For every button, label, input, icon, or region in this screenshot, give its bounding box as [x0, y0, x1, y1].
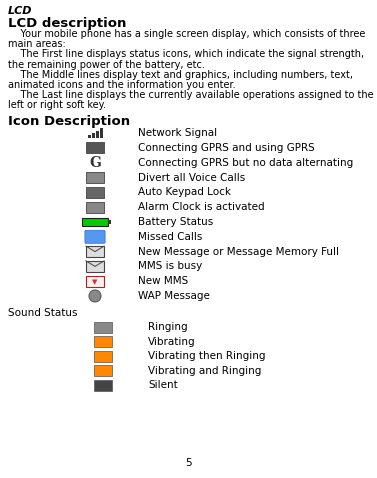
Text: Auto Keypad Lock: Auto Keypad Lock [138, 187, 231, 197]
Text: The Middle lines display text and graphics, including numbers, text,: The Middle lines display text and graphi… [8, 70, 353, 80]
Text: WAP Message: WAP Message [138, 291, 210, 301]
FancyBboxPatch shape [86, 276, 104, 287]
Text: New MMS: New MMS [138, 276, 188, 286]
Bar [100, 128, 103, 138]
Text: the remaining power of the battery, etc.: the remaining power of the battery, etc. [8, 60, 205, 70]
Text: MMS is busy: MMS is busy [138, 261, 202, 272]
FancyBboxPatch shape [94, 380, 112, 391]
Text: New Message or Message Memory Full: New Message or Message Memory Full [138, 247, 339, 257]
Text: Network Signal: Network Signal [138, 128, 217, 138]
Text: LCD description: LCD description [8, 17, 126, 30]
Text: Vibrating and Ringing: Vibrating and Ringing [148, 366, 261, 376]
Text: Vibrating: Vibrating [148, 337, 196, 347]
Text: animated icons and the information you enter.: animated icons and the information you e… [8, 80, 236, 90]
Text: Vibrating then Ringing: Vibrating then Ringing [148, 351, 265, 361]
Bar [92, 133, 95, 138]
Text: The First line displays status icons, which indicate the signal strength,: The First line displays status icons, wh… [8, 49, 364, 59]
FancyBboxPatch shape [94, 322, 112, 333]
FancyBboxPatch shape [94, 350, 112, 361]
Text: Connecting GPRS and using GPRS: Connecting GPRS and using GPRS [138, 143, 315, 153]
FancyBboxPatch shape [86, 202, 104, 213]
Bar [88, 135, 90, 138]
Text: Missed Calls: Missed Calls [138, 232, 202, 242]
Text: 5: 5 [185, 458, 192, 468]
Text: G: G [89, 156, 101, 170]
Text: LCD: LCD [8, 6, 32, 16]
Text: Divert all Voice Calls: Divert all Voice Calls [138, 173, 245, 183]
Text: Silent: Silent [148, 380, 178, 390]
FancyBboxPatch shape [86, 261, 104, 272]
Text: Battery Status: Battery Status [138, 217, 213, 227]
Text: main areas:: main areas: [8, 39, 66, 49]
Bar [108, 220, 111, 224]
FancyBboxPatch shape [94, 336, 112, 347]
Text: Sound Status: Sound Status [8, 308, 78, 318]
Text: Alarm Clock is activated: Alarm Clock is activated [138, 202, 265, 212]
Bar [96, 131, 98, 138]
FancyBboxPatch shape [94, 365, 112, 376]
FancyBboxPatch shape [86, 172, 104, 183]
Text: Connecting GPRS but no data alternating: Connecting GPRS but no data alternating [138, 158, 353, 168]
Text: left or right soft key.: left or right soft key. [8, 100, 106, 110]
FancyBboxPatch shape [86, 142, 104, 153]
Text: ▼: ▼ [92, 279, 98, 285]
Text: Your mobile phone has a single screen display, which consists of three: Your mobile phone has a single screen di… [8, 29, 365, 39]
Circle shape [89, 290, 101, 302]
Bar [82, 217, 108, 227]
FancyBboxPatch shape [86, 157, 104, 169]
Text: The Last line displays the currently available operations assigned to the: The Last line displays the currently ava… [8, 90, 374, 100]
Text: Icon Description: Icon Description [8, 115, 130, 128]
FancyBboxPatch shape [85, 230, 105, 243]
FancyBboxPatch shape [86, 246, 104, 257]
FancyBboxPatch shape [86, 187, 104, 198]
Text: Ringing: Ringing [148, 322, 188, 332]
